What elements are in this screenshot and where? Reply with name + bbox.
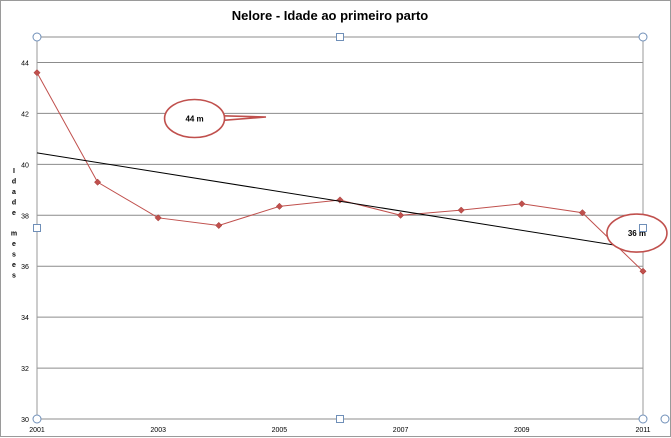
- callouts-group: 44 m 36 m: [163, 98, 668, 253]
- resize-handle-side[interactable]: [33, 224, 41, 232]
- resize-handle-extra[interactable]: [660, 414, 670, 424]
- data-point-marker: [154, 214, 162, 222]
- resize-handle-corner[interactable]: [32, 32, 42, 42]
- y-axis-label-letter: I: [13, 168, 15, 175]
- callout[interactable]: 36 m: [606, 213, 668, 253]
- data-point-marker: [94, 178, 102, 186]
- data-point-marker: [639, 267, 647, 275]
- callout-text: 44 m: [185, 114, 203, 123]
- y-axis-label-letter: e: [12, 262, 16, 269]
- y-tick-label: 42: [21, 111, 29, 118]
- x-tick-label: 2007: [393, 427, 409, 434]
- callout-bubble: [606, 213, 668, 253]
- data-point-marker: [457, 206, 465, 214]
- chart-title: Nelore - Idade ao primeiro parto: [232, 8, 429, 23]
- y-tick-label: 32: [21, 366, 29, 373]
- y-axis-label-letter: a: [12, 189, 16, 196]
- callout-text: 36 m: [628, 229, 646, 238]
- y-tick-label: 30: [21, 417, 29, 424]
- series-group: [33, 69, 647, 275]
- data-point-marker: [336, 196, 344, 204]
- y-tick-label: 40: [21, 162, 29, 169]
- resize-handle-corner[interactable]: [638, 414, 648, 424]
- trendline-group: [36, 152, 644, 251]
- data-point-marker: [518, 200, 526, 208]
- y-axis-label-letter: s: [12, 273, 16, 280]
- y-axis-label-letter: e: [12, 210, 16, 217]
- x-tick-label: 2001: [29, 427, 45, 434]
- y-tick-label: 38: [21, 213, 29, 220]
- y-axis-label-letter: s: [12, 252, 16, 259]
- y-tick-labels: 30 32 34 36 38 40 42 44: [21, 60, 29, 424]
- y-axis-label-letter: e: [12, 241, 16, 248]
- callout[interactable]: 44 m: [163, 98, 267, 139]
- y-tick-label: 44: [21, 60, 29, 67]
- y-tick-label: 34: [21, 315, 29, 322]
- resize-handle-corner[interactable]: [638, 32, 648, 42]
- data-point-marker: [215, 221, 223, 230]
- selection-handles[interactable]: [32, 32, 670, 424]
- y-axis-label-letter: m: [11, 231, 17, 238]
- resize-handle-side[interactable]: [639, 224, 647, 232]
- data-point-marker: [397, 211, 405, 219]
- y-tick-label: 36: [21, 264, 29, 271]
- y-axis-label-letter: d: [12, 179, 16, 186]
- callout-bubble: [163, 98, 226, 139]
- data-point-marker: [275, 202, 283, 210]
- x-tick-label: 2005: [272, 427, 288, 434]
- x-tick-labels: 2001 2003 2005 2007 2009 2011: [29, 427, 650, 434]
- y-axis-label-letter: d: [12, 200, 16, 207]
- data-point-marker: [578, 209, 586, 217]
- x-tick-label: 2003: [150, 427, 166, 434]
- data-point-marker: [33, 69, 41, 77]
- resize-handle-side[interactable]: [336, 33, 344, 41]
- trendline: [36, 152, 644, 251]
- gridlines: [37, 36, 643, 420]
- series-line: [36, 72, 644, 272]
- x-tick-label: 2009: [514, 427, 530, 434]
- resize-handle-corner[interactable]: [32, 414, 42, 424]
- x-tick-label: 2011: [635, 427, 650, 434]
- resize-handle-side[interactable]: [336, 415, 344, 423]
